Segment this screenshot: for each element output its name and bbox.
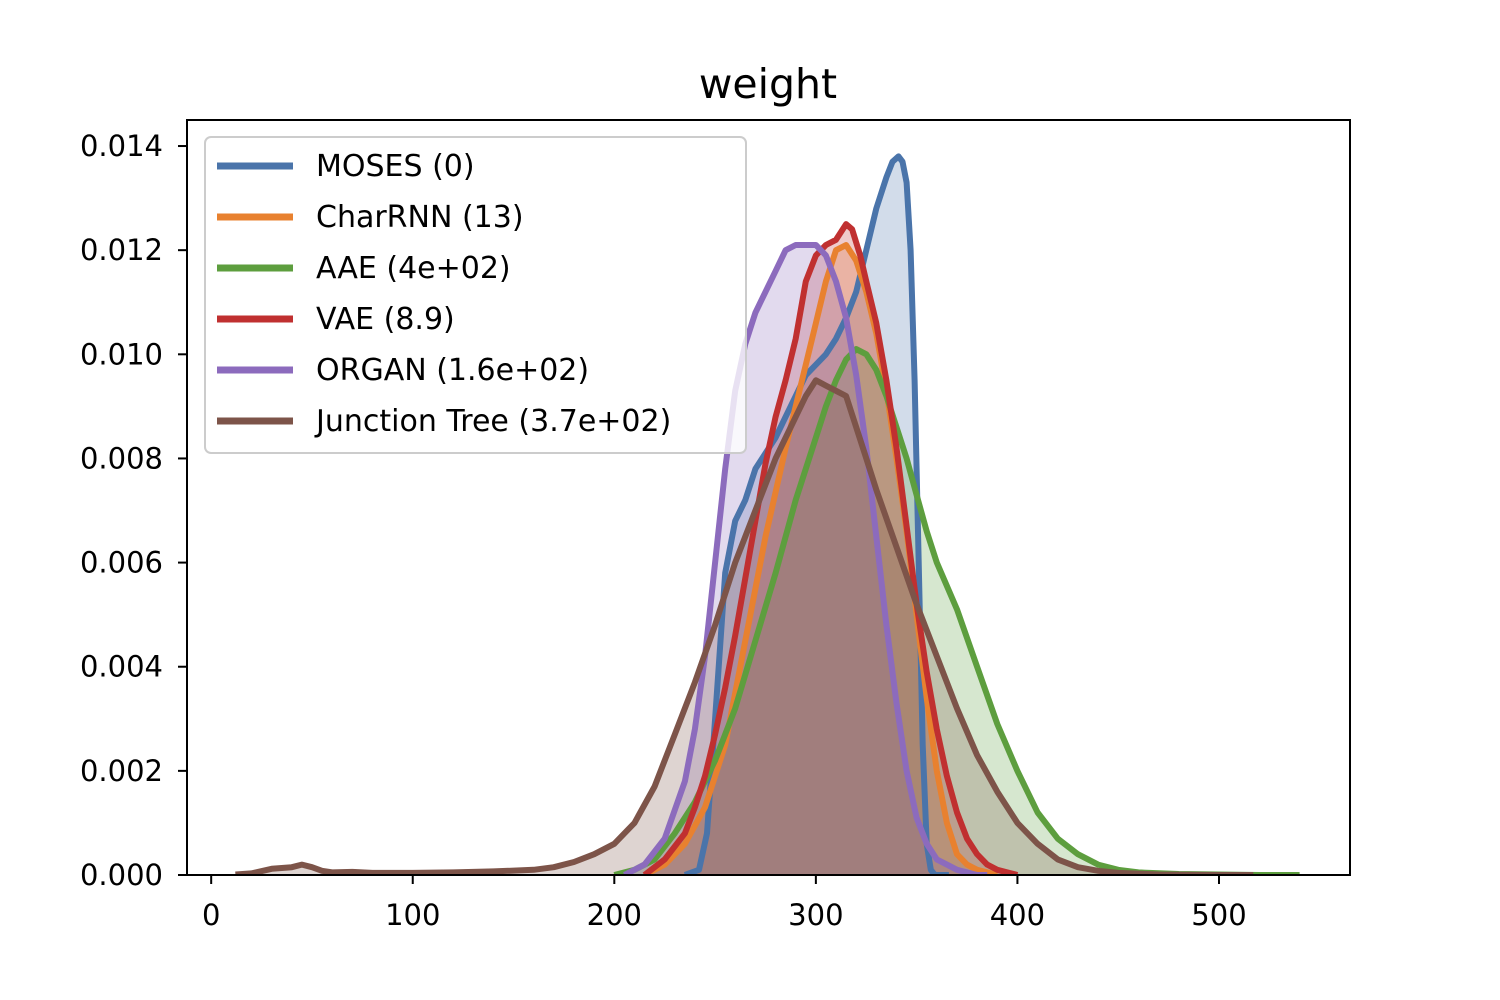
y-tick-label: 0.010 (80, 337, 163, 371)
legend-label: Junction Tree (3.7e+02) (314, 404, 671, 439)
x-tick-label: 300 (788, 898, 843, 932)
x-axis: 0 100 200 300 400 500 (202, 875, 1247, 932)
y-axis: 0.000 0.002 0.004 0.006 0.008 0.010 0.012 0.014 (80, 129, 187, 892)
series-line-5 (235, 377, 1254, 875)
x-tick-label: 400 (990, 898, 1045, 932)
density-lines (235, 153, 1300, 875)
y-tick-label: 0.006 (80, 546, 163, 580)
series-line-4 (623, 242, 988, 875)
x-tick-label: 500 (1191, 898, 1246, 932)
y-tick-label: 0.002 (80, 754, 163, 788)
legend: MOSES (0) CharRNN (13) AAE (4e+02) VAE (8.9… (204, 136, 747, 454)
series-line-3 (642, 221, 1019, 875)
legend-label: ORGAN (1.6e+02) (316, 353, 589, 388)
legend-label: VAE (8.9) (316, 302, 455, 337)
series-fill-0 (684, 156, 949, 875)
x-tick-label: 100 (385, 898, 440, 932)
x-tick-label: 200 (587, 898, 642, 932)
y-tick-label: 0.000 (80, 858, 163, 892)
y-tick-label: 0.014 (80, 129, 163, 163)
series-fill-5 (235, 380, 1254, 875)
legend-label: MOSES (0) (316, 149, 475, 184)
chart-title: weight (699, 60, 837, 108)
plot-frame (186, 119, 1351, 876)
legend-box (204, 136, 747, 454)
legend-label: CharRNN (13) (316, 200, 524, 235)
series-line-2 (613, 346, 1300, 875)
legend-label: AAE (4e+02) (316, 251, 511, 286)
y-tick-label: 0.012 (80, 233, 163, 267)
y-tick-label: 0.004 (80, 650, 163, 684)
x-tick-label: 0 (202, 898, 220, 932)
y-tick-label: 0.008 (80, 441, 163, 475)
